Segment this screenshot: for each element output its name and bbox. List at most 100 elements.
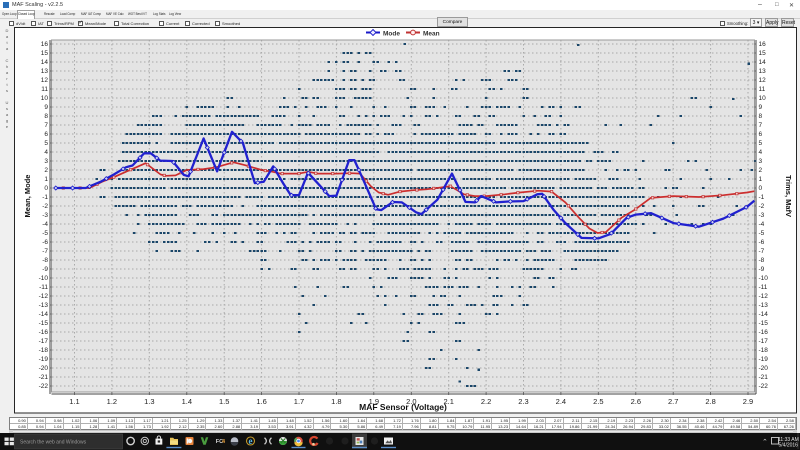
svg-text:MAF Sensor (Voltage): MAF Sensor (Voltage) bbox=[359, 402, 447, 412]
svg-text:-10: -10 bbox=[759, 275, 769, 282]
svg-text:1.9: 1.9 bbox=[369, 397, 379, 406]
svg-text:-18: -18 bbox=[759, 347, 769, 354]
svg-text:-17: -17 bbox=[759, 338, 769, 345]
svg-text:4: 4 bbox=[44, 149, 48, 156]
svg-text:Mean, Mode: Mean, Mode bbox=[23, 175, 32, 218]
svg-text:11: 11 bbox=[41, 86, 48, 93]
svg-text:-8: -8 bbox=[42, 257, 48, 264]
svg-text:1.6: 1.6 bbox=[256, 397, 266, 406]
svg-text:2.5: 2.5 bbox=[593, 397, 603, 406]
svg-text:11: 11 bbox=[759, 86, 766, 93]
svg-text:e: e bbox=[249, 436, 253, 446]
svg-text:-4: -4 bbox=[759, 221, 765, 228]
svg-text:1.4: 1.4 bbox=[182, 397, 192, 406]
svg-text:-7: -7 bbox=[759, 248, 765, 255]
svg-text:-12: -12 bbox=[759, 293, 769, 300]
svg-text:-19: -19 bbox=[39, 356, 49, 363]
svg-text:6: 6 bbox=[44, 131, 48, 138]
svg-text:-21: -21 bbox=[759, 374, 769, 381]
svg-text:5: 5 bbox=[44, 140, 48, 147]
svg-text:-16: -16 bbox=[39, 329, 49, 336]
svg-text:2.7: 2.7 bbox=[668, 397, 678, 406]
svg-text:9: 9 bbox=[759, 104, 763, 111]
svg-text:-2: -2 bbox=[42, 203, 48, 210]
svg-text:15: 15 bbox=[41, 50, 49, 57]
svg-text:-14: -14 bbox=[39, 311, 49, 318]
svg-text:9: 9 bbox=[44, 104, 48, 111]
svg-text:-3: -3 bbox=[759, 212, 765, 219]
svg-text:-20: -20 bbox=[39, 365, 49, 372]
svg-text:5/4/2016: 5/4/2016 bbox=[779, 443, 799, 449]
svg-text:4: 4 bbox=[222, 439, 226, 445]
svg-text:-12: -12 bbox=[39, 293, 49, 300]
svg-text:1.7: 1.7 bbox=[294, 397, 304, 406]
svg-text:4: 4 bbox=[759, 149, 763, 156]
svg-text:-11: -11 bbox=[39, 284, 48, 291]
svg-text:10: 10 bbox=[41, 95, 49, 102]
svg-text:1.2: 1.2 bbox=[107, 397, 117, 406]
svg-text:16: 16 bbox=[759, 41, 767, 48]
svg-text:-22: -22 bbox=[39, 383, 49, 390]
svg-text:-8: -8 bbox=[759, 257, 765, 264]
svg-text:10: 10 bbox=[759, 95, 767, 102]
svg-text:-10: -10 bbox=[39, 275, 49, 282]
svg-text:-17: -17 bbox=[39, 338, 49, 345]
svg-text:Mode: Mode bbox=[383, 31, 400, 38]
svg-text:8: 8 bbox=[44, 113, 48, 120]
svg-text:-4: -4 bbox=[42, 221, 48, 228]
svg-text:-9: -9 bbox=[759, 266, 765, 273]
svg-text:-6: -6 bbox=[759, 239, 765, 246]
svg-text:-6: -6 bbox=[42, 239, 48, 246]
svg-text:1.5: 1.5 bbox=[219, 397, 229, 406]
svg-text:13: 13 bbox=[759, 68, 767, 75]
svg-text:-9: -9 bbox=[42, 266, 48, 273]
svg-text:-20: -20 bbox=[759, 365, 769, 372]
svg-text:-2: -2 bbox=[759, 203, 765, 210]
svg-text:2.0: 2.0 bbox=[406, 397, 416, 406]
svg-text:-1: -1 bbox=[759, 194, 765, 201]
svg-text:1.3: 1.3 bbox=[144, 397, 154, 406]
svg-text:5: 5 bbox=[759, 140, 763, 147]
svg-text:1: 1 bbox=[44, 176, 48, 183]
svg-text:14: 14 bbox=[41, 59, 49, 66]
svg-text:8: 8 bbox=[759, 113, 763, 120]
svg-text:2: 2 bbox=[759, 167, 763, 174]
svg-text:7: 7 bbox=[759, 122, 763, 129]
svg-text:-16: -16 bbox=[759, 329, 769, 336]
svg-text:2.6: 2.6 bbox=[631, 397, 641, 406]
svg-text:3: 3 bbox=[44, 158, 48, 165]
svg-text:-13: -13 bbox=[39, 302, 49, 309]
svg-text:1.8: 1.8 bbox=[331, 397, 341, 406]
svg-text:-19: -19 bbox=[759, 356, 769, 363]
svg-text:-5: -5 bbox=[42, 230, 48, 237]
svg-text:0: 0 bbox=[44, 185, 48, 192]
svg-text:2.9: 2.9 bbox=[743, 397, 753, 406]
svg-text:2.1: 2.1 bbox=[443, 397, 453, 406]
svg-text:-11: -11 bbox=[759, 284, 768, 291]
svg-text:15: 15 bbox=[759, 50, 767, 57]
svg-text:-15: -15 bbox=[759, 320, 769, 327]
svg-text:1.1: 1.1 bbox=[69, 397, 79, 406]
svg-text:0: 0 bbox=[759, 185, 763, 192]
svg-text:7: 7 bbox=[44, 122, 48, 129]
svg-text:2.3: 2.3 bbox=[518, 397, 528, 406]
svg-text:13: 13 bbox=[41, 68, 49, 75]
svg-text:1: 1 bbox=[759, 176, 763, 183]
svg-text:12: 12 bbox=[759, 77, 767, 84]
svg-text:-22: -22 bbox=[759, 383, 769, 390]
svg-text:-21: -21 bbox=[39, 374, 49, 381]
svg-text:Trims, MafV: Trims, MafV bbox=[784, 175, 793, 217]
svg-text:14: 14 bbox=[759, 59, 767, 66]
svg-text:6: 6 bbox=[759, 131, 763, 138]
svg-text:-5: -5 bbox=[759, 230, 765, 237]
svg-text:-3: -3 bbox=[42, 212, 48, 219]
svg-text:-7: -7 bbox=[42, 248, 48, 255]
svg-text:-1: -1 bbox=[42, 194, 48, 201]
svg-text:Mean: Mean bbox=[423, 31, 440, 38]
svg-text:Search the web and Windows: Search the web and Windows bbox=[20, 440, 87, 446]
svg-text:⌃: ⌃ bbox=[762, 438, 768, 446]
svg-text:-13: -13 bbox=[759, 302, 769, 309]
svg-text:12: 12 bbox=[41, 77, 49, 84]
svg-text:2.8: 2.8 bbox=[705, 397, 715, 406]
svg-text:FC: FC bbox=[216, 439, 223, 445]
